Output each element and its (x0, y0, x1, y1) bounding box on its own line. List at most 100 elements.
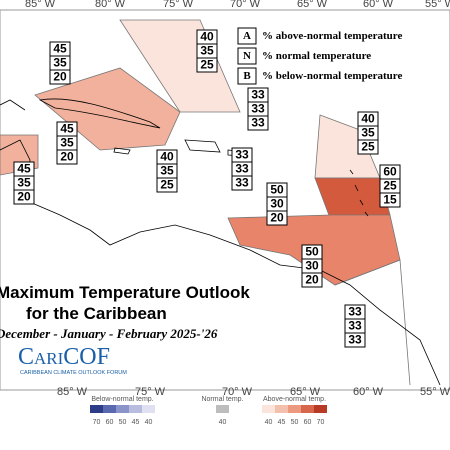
region-value: 33 (348, 319, 362, 333)
longitude-label: 75° W (163, 0, 194, 10)
region-box (196, 57, 218, 73)
region-value: 25 (361, 140, 375, 154)
colorbar-tick: 50 (291, 419, 299, 426)
key-text: % above-normal temperature (262, 30, 402, 42)
region-box (344, 332, 366, 348)
longitude-label: 75° W (135, 386, 166, 398)
colorbar-tick: 70 (93, 419, 101, 426)
key-text: % below-normal temperature (262, 70, 402, 82)
colorbar-tick: 45 (132, 419, 140, 426)
longitude-label: 85° W (25, 0, 56, 10)
region-value: 33 (235, 148, 249, 162)
region-value: 20 (270, 211, 284, 225)
colorbar-tick: 45 (278, 419, 286, 426)
region-value: 33 (348, 305, 362, 319)
region-value: 40 (200, 30, 214, 44)
region-box (266, 210, 288, 226)
colorbar-swatch (314, 405, 327, 413)
region-value: 15 (383, 193, 397, 207)
colorbar-label: Normal temp. (201, 396, 243, 403)
coastline (0, 99, 26, 111)
colorbar-tick: 40 (219, 419, 227, 426)
longitude-label: 80° W (95, 0, 126, 10)
region-value: 35 (60, 136, 74, 150)
region-outline (334, 259, 411, 386)
region-value: 35 (17, 176, 31, 190)
longitude-label: 65° W (290, 386, 321, 398)
key-text: % normal temperature (262, 50, 371, 62)
region-value: 45 (53, 42, 67, 56)
region-value: 45 (60, 122, 74, 136)
region-box (13, 189, 35, 205)
region-value: 40 (361, 112, 375, 126)
colorbar-swatch (142, 405, 155, 413)
region-value: 50 (305, 245, 319, 259)
colorbar-swatch (288, 405, 301, 413)
colorbar-tick: 60 (106, 419, 114, 426)
longitude-label: 70° W (222, 386, 253, 398)
logo: CariCOF (18, 344, 110, 370)
colorbar-tick: 50 (119, 419, 127, 426)
longitude-label: 70° W (230, 0, 261, 10)
region-box (156, 177, 178, 193)
title: for the Caribbean (26, 304, 167, 323)
key-box (237, 47, 257, 65)
region-value: 20 (60, 150, 74, 164)
region-box (301, 272, 323, 288)
coastline (349, 169, 369, 217)
colorbar-swatch (129, 405, 142, 413)
region-value: 60 (383, 165, 397, 179)
region-value: 35 (160, 164, 174, 178)
longitude-label: 85° W (57, 386, 88, 398)
region-box (56, 149, 78, 165)
colorbar-tick: 40 (145, 419, 153, 426)
region-value: 35 (53, 56, 67, 70)
colorbar-swatch (90, 405, 103, 413)
colorbar-swatch (301, 405, 314, 413)
key-box (237, 67, 257, 85)
region-value: 35 (361, 126, 375, 140)
longitude-label: 55° W (425, 0, 450, 10)
region-value: 30 (305, 259, 319, 273)
logo-subtitle: CARIBBEAN CLIMATE OUTLOOK FORUM (20, 370, 127, 376)
region-value: 33 (251, 102, 265, 116)
region-value: 20 (17, 190, 31, 204)
region-value: 33 (348, 333, 362, 347)
region-box (379, 192, 401, 208)
region-box (231, 175, 253, 191)
region-value: 25 (200, 58, 214, 72)
colorbar-tick: 60 (304, 419, 312, 426)
region-value: 33 (251, 116, 265, 130)
region-value: 25 (383, 179, 397, 193)
colorbar-label: Below-normal temp. (91, 396, 153, 403)
longitude-label: 55° W (420, 386, 450, 398)
region-value: 33 (251, 88, 265, 102)
region-value: 20 (305, 273, 319, 287)
key-letter: A (243, 30, 251, 42)
longitude-label: 65° W (297, 0, 328, 10)
colorbar-swatch (275, 405, 288, 413)
title: Maximum Temperature Outlook (0, 283, 250, 302)
colorbar-label: Above-normal temp. (263, 396, 326, 403)
longitude-label: 60° W (363, 0, 394, 10)
key-letter: B (243, 70, 251, 82)
region-value: 45 (17, 162, 31, 176)
season: December - January - February 2025-'26 (0, 326, 218, 341)
colorbar-swatch (116, 405, 129, 413)
colorbar-swatch (262, 405, 275, 413)
colorbar-tick: 70 (317, 419, 325, 426)
colorbar-swatch (103, 405, 116, 413)
key-box (237, 27, 257, 45)
region-box (247, 115, 269, 131)
region-box (357, 139, 379, 155)
colorbar-swatch (216, 405, 229, 413)
colorbar-tick: 40 (265, 419, 273, 426)
region-value: 35 (200, 44, 214, 58)
region-value: 50 (270, 183, 284, 197)
region-value: 33 (235, 176, 249, 190)
region-box (49, 69, 71, 85)
key-letter: N (243, 50, 251, 62)
region-shape (34, 67, 181, 151)
region-value: 33 (235, 162, 249, 176)
